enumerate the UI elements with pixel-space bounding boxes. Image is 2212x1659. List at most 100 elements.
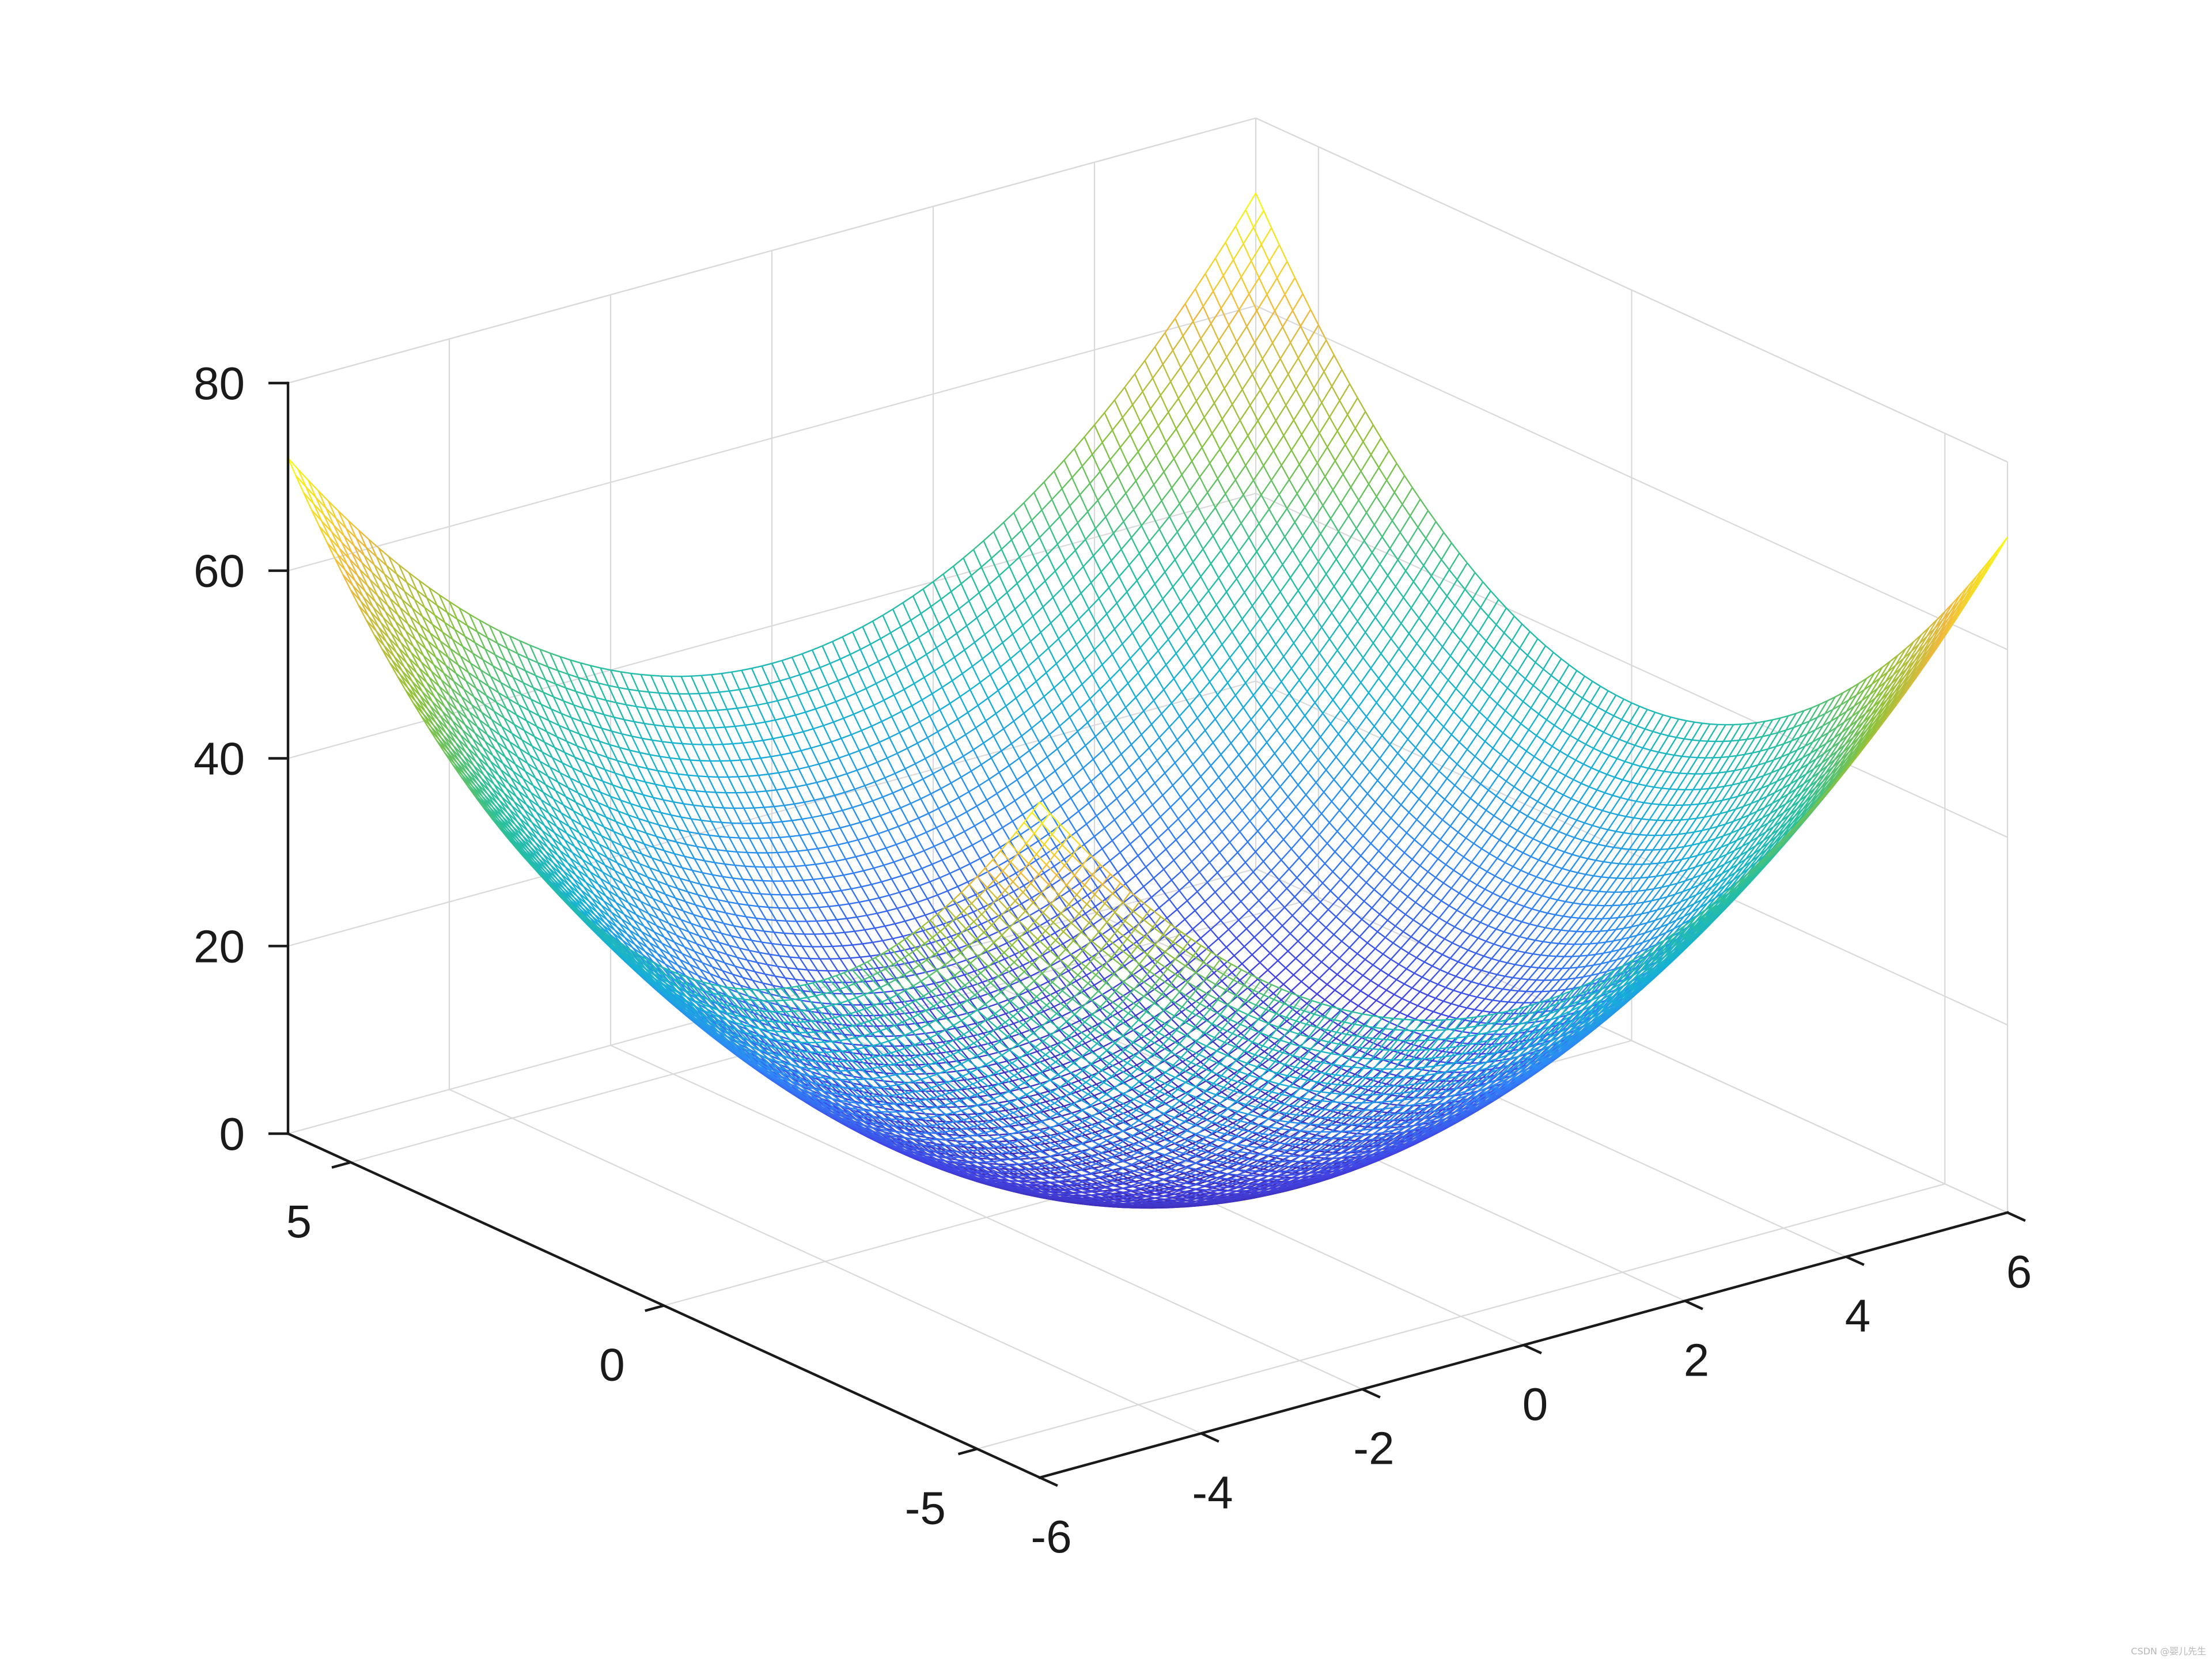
mesh-line — [908, 888, 918, 903]
mesh-line — [665, 786, 676, 789]
mesh-line — [900, 802, 911, 809]
mesh-line — [821, 741, 832, 746]
mesh-line — [633, 721, 643, 739]
mesh-line — [797, 968, 806, 982]
mesh-line — [785, 866, 794, 881]
mesh-line — [870, 638, 881, 645]
mesh-line — [762, 880, 771, 895]
mesh-line — [397, 614, 408, 624]
mesh-line — [509, 741, 520, 749]
mesh-line — [482, 747, 494, 756]
mesh-line — [425, 648, 437, 658]
mesh-line — [600, 667, 611, 671]
mesh-line — [448, 657, 459, 666]
mesh-line — [647, 768, 656, 785]
mesh-line — [887, 752, 898, 759]
mesh-line — [825, 981, 836, 983]
mesh-line — [819, 958, 828, 971]
mesh-line — [488, 625, 498, 644]
mesh-line — [487, 637, 498, 644]
mesh-line — [681, 675, 692, 677]
mesh-line — [845, 981, 856, 983]
mesh-line — [651, 857, 661, 872]
mesh-line — [400, 642, 410, 658]
mesh-line — [630, 803, 641, 808]
mesh-line — [575, 691, 585, 709]
mesh-line — [872, 942, 881, 955]
mesh-line — [490, 676, 502, 683]
mesh-line — [901, 705, 912, 712]
mesh-line — [718, 836, 728, 851]
mesh-line — [832, 636, 843, 642]
mesh-line — [906, 840, 915, 855]
mesh-line — [797, 851, 806, 866]
mesh-line — [371, 571, 383, 582]
mesh-line — [611, 730, 622, 735]
mesh-line — [319, 525, 330, 539]
mesh-line — [452, 720, 463, 731]
mesh-line — [525, 804, 535, 819]
mesh-line — [794, 801, 805, 805]
mesh-line — [567, 862, 577, 876]
mesh-line — [836, 918, 847, 921]
mesh-line — [795, 865, 806, 868]
mesh-line — [599, 740, 610, 745]
mesh-line — [882, 608, 893, 616]
mesh-line — [778, 772, 787, 789]
mesh-line — [715, 792, 725, 809]
mesh-line — [662, 902, 674, 908]
mesh-line — [721, 822, 730, 838]
mesh-line — [961, 665, 973, 675]
mesh-line — [819, 906, 830, 908]
mesh-line — [706, 710, 715, 728]
mesh-line — [683, 803, 694, 806]
mesh-line — [857, 839, 867, 855]
mesh-line — [662, 799, 672, 816]
mesh-line — [865, 850, 876, 855]
mesh-line — [321, 520, 332, 533]
mesh-line — [608, 806, 619, 812]
mesh-line — [935, 647, 945, 665]
mesh-line — [967, 712, 976, 729]
mesh-line — [579, 864, 591, 873]
mesh-line — [812, 728, 822, 746]
mesh-line — [824, 1040, 832, 1043]
mesh-line — [797, 984, 805, 987]
mesh-line — [513, 801, 525, 810]
mesh-line — [603, 826, 612, 842]
mesh-line — [916, 831, 927, 838]
mesh-line — [607, 756, 618, 762]
mesh-line — [791, 653, 802, 658]
mesh-line — [696, 710, 706, 729]
mesh-line — [900, 626, 910, 645]
mesh-line — [418, 579, 430, 589]
mesh-line — [602, 871, 613, 879]
mesh-line — [583, 886, 594, 895]
mesh-line — [729, 760, 739, 777]
mesh-line — [681, 816, 692, 820]
mesh-line — [907, 902, 918, 907]
mesh-line — [583, 707, 594, 713]
mesh-line — [656, 925, 665, 938]
mesh-line — [342, 574, 351, 590]
mesh-line — [751, 665, 762, 669]
mesh-line — [500, 769, 509, 784]
mesh-line — [538, 715, 548, 732]
mesh-line — [887, 757, 896, 774]
mesh-line — [628, 929, 638, 942]
mesh-line — [647, 768, 658, 772]
mesh-line — [476, 726, 486, 742]
mesh-line — [922, 589, 932, 607]
mesh-line — [627, 763, 638, 767]
mesh-line — [649, 867, 660, 873]
mesh-line — [464, 636, 474, 654]
mesh-line — [382, 617, 394, 628]
mesh-line — [549, 767, 559, 783]
mesh-line — [559, 850, 569, 863]
mesh-line — [800, 833, 810, 836]
mesh-line — [593, 711, 603, 729]
mesh-line — [614, 870, 626, 877]
mesh-line — [812, 645, 823, 651]
mesh-line — [668, 693, 677, 711]
mesh-line — [843, 718, 853, 735]
